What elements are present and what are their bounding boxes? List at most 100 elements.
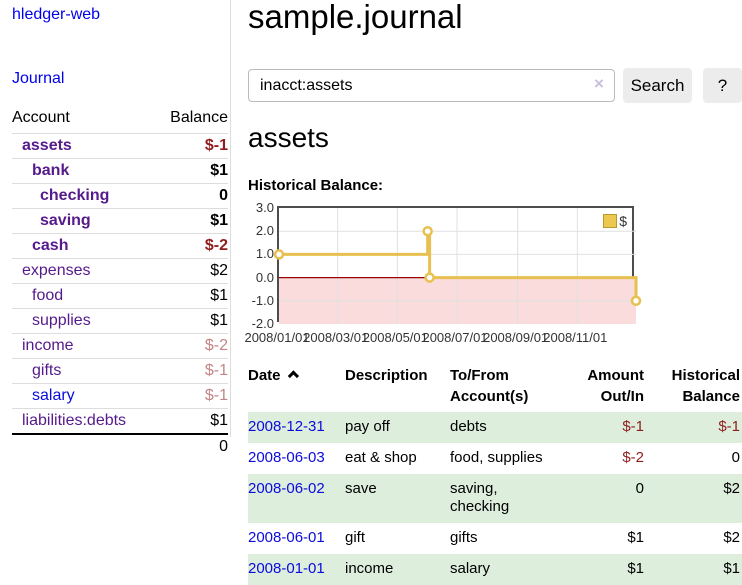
register-header-balance[interactable]: Historical Balance [671,367,740,405]
account-link-assets[interactable]: assets [22,137,72,154]
account-balance: $1 [155,308,228,334]
register-row: 2008-06-01 gift gifts $1 $2 [248,523,742,554]
account-balance: $1 [155,283,228,309]
account-balance: $-1 [155,133,228,159]
legend-swatch-icon [603,214,618,228]
account-row: cash $-2 [12,233,228,259]
account-row: assets $-1 [12,133,228,159]
legend-label: $ [619,213,627,229]
register-header-amount[interactable]: Amount Out/In [587,367,644,405]
register-header-date[interactable]: Date [248,360,345,412]
account-balance: $-2 [155,233,228,259]
account-name-cell: supplies [12,308,156,334]
register-amount-cell: $1 [627,559,644,577]
register-accounts-cell: gifts [450,529,478,546]
account-name-cell: salary [12,383,156,409]
help-button[interactable]: ? [703,68,742,103]
account-link-salary[interactable]: salary [32,387,75,404]
register-description-cell: gift [345,529,366,546]
account-name-cell: income [12,333,156,359]
search-button[interactable]: Search [623,68,692,103]
sidebar-item-journal[interactable]: Journal [12,70,65,87]
y-axis-label: -1.0 [251,292,274,308]
account-name-cell: liabilities:debts [12,408,156,434]
register-description-cell: income [345,559,394,577]
search-input[interactable] [248,69,615,102]
accounts-header-row: Account Balance [12,106,228,134]
account-name-cell: checking [12,183,156,209]
register-description-cell: eat & shop [345,448,417,466]
account-link-gifts[interactable]: gifts [32,362,62,379]
account-link-supplies[interactable]: supplies [32,312,91,329]
register-description-cell: pay off [345,418,390,435]
account-balance: $1 [155,158,228,184]
register-header-accounts[interactable]: To/From Account(s) [450,367,529,405]
account-heading: assets [248,122,329,153]
register-accounts-cell: salary [450,559,491,577]
clear-search-icon[interactable]: × [594,74,604,93]
account-name-cell: food [12,283,156,309]
transaction-date-link[interactable]: 2008-12-31 [248,418,325,435]
account-row: salary $-1 [12,383,228,409]
register-date-cell: 2008-06-01 [248,523,345,554]
account-row: food $1 [12,283,228,309]
account-balance: $1 [155,408,228,434]
register-date-cell: 2008-01-01 [248,554,345,585]
chart-title: Historical Balance: [248,177,384,194]
register-table: Date Description To/From Account(s) Amount … [248,360,742,585]
account-name-cell: cash [12,233,156,259]
register-row: 2008-06-03 eat & shop food, supplies $-2 0 [248,443,742,474]
transaction-date-link[interactable]: 2008-06-03 [248,448,325,466]
transaction-date-link[interactable]: 2008-06-01 [248,529,325,546]
sort-ascending-icon [287,370,299,382]
register-amount-cell: $1 [627,529,644,546]
sidebar-divider [230,0,231,437]
register-balance-cell: $-1 [718,418,740,435]
data-point [630,295,642,307]
account-row: bank $1 [12,158,228,184]
register-header-description[interactable]: Description [345,367,428,384]
x-axis-label: 2008/11/01 [543,330,608,345]
register-description-cell: save [345,479,377,497]
account-balance: $-1 [155,358,228,384]
register-accounts-cell: debts [450,418,487,435]
account-link-liabilities-debts[interactable]: liabilities:debts [22,412,127,429]
data-point [422,225,433,237]
account-link-checking[interactable]: checking [40,187,110,204]
account-name-cell: assets [12,133,156,159]
register-row: 2008-06-02 save saving, checking 0 $2 [248,473,742,524]
data-point [424,272,435,283]
app-title-link[interactable]: hledger-web [12,6,101,23]
account-link-saving[interactable]: saving [40,212,91,229]
x-axis-label: 2008/09/01 [483,330,549,345]
transaction-date-link[interactable]: 2008-01-01 [248,559,325,577]
account-row: gifts $-1 [12,358,228,384]
account-name-cell: saving [12,208,156,234]
y-axis-label: 2.0 [255,223,274,239]
x-axis-label: 2008/07/01 [422,330,488,345]
account-balance: 0 [155,183,228,209]
chart-canvas [273,208,642,324]
account-balance: $1 [155,208,228,234]
register-balance-cell: 0 [731,448,740,466]
account-link-income[interactable]: income [22,337,74,354]
account-link-expenses[interactable]: expenses [22,262,91,279]
data-point [273,249,285,260]
register-accounts-cell: saving, checking [450,479,510,516]
register-balance-cell: $2 [723,479,740,497]
register-amount-cell: $-1 [622,418,644,435]
account-link-cash[interactable]: cash [32,237,69,254]
account-row: saving $1 [12,208,228,234]
register-balance-cell: $2 [723,529,740,546]
x-axis-label: 2008/01/01 [244,330,310,345]
transaction-date-link[interactable]: 2008-06-02 [248,479,325,497]
y-axis-label: 0.0 [255,269,274,285]
chart-plot-area: $ [273,206,642,324]
y-axis-label: -2.0 [251,316,274,331]
register-accounts-cell: food, supplies [450,448,543,466]
account-row: supplies $1 [12,308,228,334]
register-date-cell: 2008-06-02 [248,474,345,524]
account-row: liabilities:debts $1 [12,408,228,434]
account-link-bank[interactable]: bank [32,162,70,179]
account-link-food[interactable]: food [32,287,64,304]
